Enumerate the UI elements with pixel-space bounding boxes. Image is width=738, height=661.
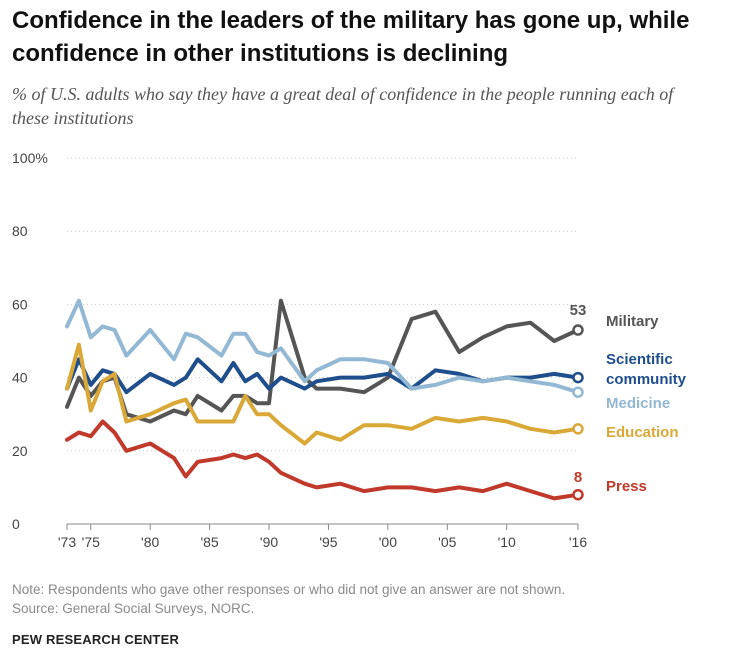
series-label-press: Press [606,478,647,495]
x-tick-label-2000: '00 [379,534,397,550]
endpoint-medicine [572,386,584,398]
x-tick-label-1985: '85 [200,534,218,550]
x-axis: '73 '75 '80 '85 '90 '95 '00 '05 '10 '16 [58,523,587,550]
series-label-military: Military [606,313,659,330]
x-tick-label-1973: '73 [58,534,76,550]
series-line-scientific-community [65,357,580,395]
endpoint-military [572,324,584,336]
x-tick-label-1995: '95 [319,534,337,550]
series-line-press [65,419,580,501]
y-axis: 0 20 40 60 80 100% [12,150,48,532]
series-label-scientific-community-line2: community [606,371,687,388]
end-value-press: 8 [574,469,582,486]
footnote: Note: Respondents who gave other respons… [12,580,732,618]
organization-name: PEW RESEARCH CENTER [12,632,180,647]
y-tick-label-40: 40 [12,370,28,386]
series-label-scientific-community-line1: Scientific [606,351,673,368]
x-tick-label-1990: '90 [260,534,278,550]
series-label-medicine: Medicine [606,395,670,412]
x-tick-label-2016: '16 [569,534,587,550]
endpoint-press [572,488,584,501]
series-labels: 53 8 Military Scientific community Medicine Ed… [570,302,687,495]
x-tick-label-1980: '80 [141,534,159,550]
note-text: Note: Respondents who gave other respons… [12,582,566,597]
endpoint-education [572,423,584,435]
chart-subtitle: % of U.S. adults who say they have a gre… [12,84,674,128]
x-tick-label-2005: '05 [438,534,456,550]
y-tick-label-0: 0 [12,516,20,532]
x-tick-label-2010: '10 [498,534,516,550]
grid-lines [67,157,578,452]
y-tick-label-20: 20 [12,443,28,459]
chart-title: Confidence in the leaders of the militar… [12,7,690,67]
y-tick-label-100: 100% [12,150,48,166]
series-line-medicine [65,298,580,395]
series-endpoints [572,324,584,501]
series-line-military [65,298,580,424]
series-lines [65,298,580,501]
endpoint-scientific-community [572,371,584,384]
source-text: Source: General Social Surveys, NORC. [12,601,255,616]
y-tick-label-80: 80 [12,223,28,239]
line-chart: 0 20 40 60 80 100% '73 '75 '80 '85 '90 '95 '00 '05 '1… [12,150,687,550]
y-tick-label-60: 60 [12,296,28,312]
end-value-military: 53 [570,302,587,319]
series-label-education: Education [606,424,679,441]
series-line-education [65,342,580,446]
x-tick-label-1975: '75 [82,534,100,550]
